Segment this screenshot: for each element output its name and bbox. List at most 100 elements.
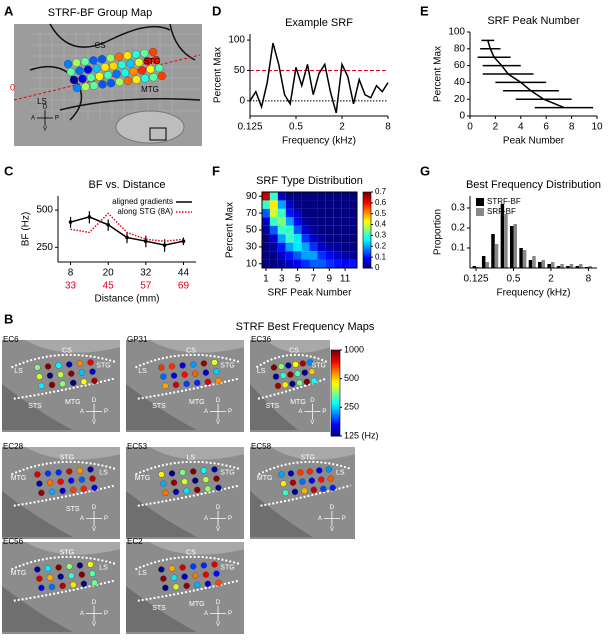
y-tick-label: 20	[454, 94, 466, 105]
heatmap-cell	[293, 251, 302, 260]
colorbar-tick-label: 0.4	[375, 220, 387, 229]
bar	[532, 256, 536, 268]
heatmap-cell	[333, 225, 342, 235]
electrode	[66, 361, 73, 368]
colorbar-step	[363, 195, 371, 199]
brain-fold	[250, 491, 313, 537]
point	[68, 220, 73, 224]
heatmap-cell	[285, 208, 294, 218]
heatmap-cell	[317, 242, 326, 252]
heatmap-cell	[277, 208, 286, 218]
electrode	[282, 381, 289, 388]
electrode	[70, 486, 77, 493]
colorbar-step	[363, 264, 371, 267]
colorbar-tick-label: 0.2	[375, 241, 387, 250]
heatmap-cell	[333, 208, 342, 218]
heatmap-cell	[301, 234, 310, 243]
colorbar-step	[363, 197, 371, 201]
compass-label: P	[55, 116, 59, 122]
heatmap-cell	[333, 192, 342, 201]
electrode	[109, 61, 118, 71]
electrode	[168, 565, 176, 572]
subject-label: GP31	[127, 335, 148, 344]
brain-fold	[149, 542, 244, 555]
electrode	[215, 377, 222, 384]
heatmap-cell	[317, 192, 326, 201]
panel-label: E	[420, 3, 429, 18]
heatmap-cell	[277, 217, 286, 226]
heatmap-cell	[285, 217, 294, 226]
electrode	[70, 379, 77, 386]
electrode	[211, 466, 218, 473]
electrode	[179, 362, 186, 369]
colorbar-tick-label: 0.3	[375, 231, 387, 240]
electrode	[146, 65, 155, 74]
electrode	[59, 380, 66, 387]
colorbar-step	[331, 423, 340, 426]
colorbar-step	[363, 247, 371, 250]
electrode	[287, 371, 294, 378]
heatmap-cell	[293, 234, 302, 243]
brain-fold	[25, 340, 121, 353]
heatmap-cell	[277, 192, 286, 201]
electrode	[179, 564, 186, 571]
heatmap-cell	[262, 242, 270, 252]
brain-fold	[126, 586, 197, 632]
region-label: STG	[220, 564, 234, 571]
electrode	[204, 378, 212, 385]
sulcus	[59, 98, 201, 111]
sulcus-outline	[135, 460, 240, 476]
electrode	[192, 477, 199, 484]
sulcus-outline	[255, 353, 328, 369]
electrode	[66, 468, 73, 475]
electrode	[200, 360, 208, 367]
electrode	[200, 562, 208, 569]
electrode	[59, 582, 66, 589]
heatmap-cell	[269, 200, 278, 209]
x-axis-label: Peak Number	[503, 136, 565, 147]
electrode	[299, 478, 306, 485]
compass-label: P	[228, 409, 232, 415]
x-tick-label: 0.125	[237, 122, 262, 133]
heatmap-cell	[309, 259, 318, 268]
y-tick-label: 60	[454, 60, 466, 71]
electrode	[157, 71, 167, 81]
colorbar-step	[363, 239, 371, 242]
electrode	[190, 468, 197, 475]
region-label: MTG	[141, 85, 159, 94]
colorbar-tick-label: 500	[344, 373, 359, 383]
electrode	[95, 72, 104, 81]
heatmap-cell	[309, 234, 318, 243]
electrode	[78, 571, 86, 578]
origin-label: 0	[10, 82, 15, 92]
heatmap-cell	[325, 251, 334, 260]
electrode	[103, 71, 113, 80]
heatmap-cell	[277, 242, 286, 252]
compass-label: V	[310, 420, 314, 426]
heatmap-cell	[325, 242, 334, 252]
electrode	[192, 370, 199, 377]
electrode	[280, 372, 287, 379]
colorbar-tick-label: 250	[344, 402, 359, 412]
heatmap-cell	[325, 259, 334, 268]
electrode	[172, 488, 180, 495]
colorbar-step	[331, 350, 340, 353]
colorbar-step	[331, 395, 340, 398]
colorbar-step	[331, 373, 340, 377]
heatmap-cell	[269, 259, 278, 268]
x-tick-label: 8	[68, 268, 74, 279]
heatmap-cell	[285, 234, 294, 243]
electrode	[114, 52, 124, 61]
sulcus-outline	[13, 484, 116, 507]
region-label: MTG	[257, 475, 273, 482]
colorbar-step	[331, 362, 340, 366]
colorbar-step	[363, 258, 371, 261]
point	[106, 223, 110, 227]
colorbar-step	[331, 410, 340, 413]
electrode	[57, 371, 64, 378]
legend-swatch	[476, 208, 484, 216]
electrode	[89, 368, 96, 375]
sulcus-outline	[137, 484, 240, 507]
panel-label: F	[212, 163, 220, 178]
heatmap-cell	[269, 217, 278, 226]
